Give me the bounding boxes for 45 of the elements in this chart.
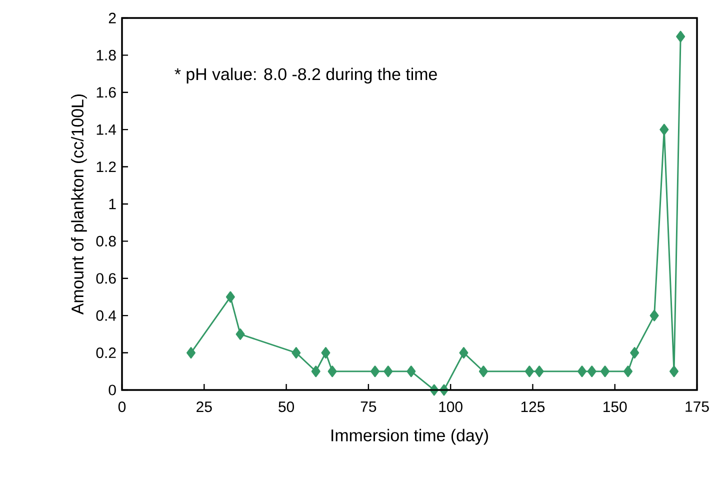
point [670,366,679,378]
y-tick-label: 0 [108,384,116,396]
point [524,366,534,378]
y-tick-label: 1.6 [96,87,116,98]
point [676,30,686,42]
point [370,366,380,378]
annotation: * pH value: 8.0 -8.2 during the time [174,68,437,84]
y-axis-title: Amount of plankton (cc/100L) [71,94,87,315]
y-tick-label: 0.6 [96,273,116,284]
point [236,328,245,340]
point [292,347,301,359]
x-tick-label: 125 [521,402,545,412]
point [311,366,320,378]
y-tick-label: 0.8 [96,236,116,246]
x-tick-label: 100 [439,402,462,412]
point [624,366,633,378]
point [186,347,196,359]
y-tick-label: 1.8 [96,50,116,60]
y-tick-label: 0.4 [96,310,116,321]
point [406,366,416,378]
point [578,366,587,378]
point [321,347,330,359]
point [226,291,235,303]
x-tick-label: 50 [278,402,294,412]
x-tick-label: 0 [118,402,126,412]
point [478,366,488,378]
point [630,347,640,359]
y-tick-label: 1.2 [96,162,116,172]
point [587,366,596,378]
x-tick-label: 175 [686,402,709,412]
point [459,347,468,359]
point [650,310,659,322]
point [600,366,610,378]
y-tick-label: 1.4 [96,124,116,135]
x-axis-title: Immersion time (day) [332,428,488,445]
y-tick-label: 2 [108,12,116,24]
x-tick-label: 75 [360,402,376,412]
y-tick-label: 0.2 [96,347,116,358]
point [660,124,669,136]
point [534,366,544,378]
point [328,366,337,378]
x-tick-label: 25 [196,402,212,412]
x-tick-label: 150 [604,402,627,412]
point [384,366,393,378]
y-tick-label: 1 [109,198,116,210]
